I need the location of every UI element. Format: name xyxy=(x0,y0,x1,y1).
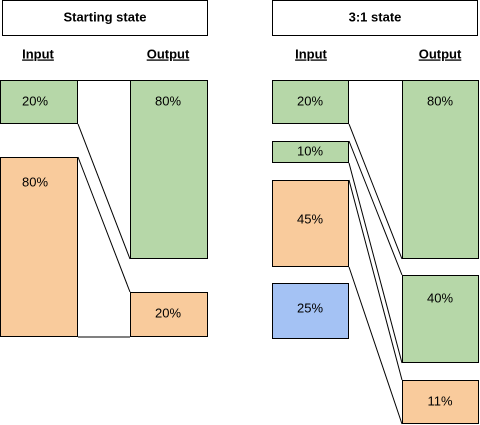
output-box xyxy=(402,80,479,259)
output-box xyxy=(130,292,208,337)
box-label: 20% xyxy=(22,93,48,108)
panel-3-1: 3:1 state Input Output 20% 10% 45% 25% 8… xyxy=(272,0,479,425)
output-box xyxy=(402,275,479,363)
box-label: 10% xyxy=(297,143,323,158)
output-box xyxy=(402,380,479,424)
input-header: Input xyxy=(295,46,327,61)
box-label: 45% xyxy=(297,211,323,226)
input-box xyxy=(272,283,349,339)
box-label: 40% xyxy=(427,290,453,305)
title-box xyxy=(2,0,208,36)
box-label: 20% xyxy=(155,305,181,320)
flow-line xyxy=(77,123,131,260)
flow-line xyxy=(348,123,403,260)
flow-line xyxy=(348,162,403,364)
panel-title: Starting state xyxy=(63,9,146,24)
title-box xyxy=(272,0,478,36)
box-label: 80% xyxy=(22,174,48,189)
input-box xyxy=(272,180,349,267)
box-label: 25% xyxy=(297,300,323,315)
flow-line xyxy=(348,179,403,381)
input-header: Input xyxy=(22,46,54,61)
panel-title: 3:1 state xyxy=(349,9,402,24)
panel-starting: Starting state Input Output 20% 80% 80% … xyxy=(0,0,208,338)
output-header: Output xyxy=(147,46,190,61)
input-box xyxy=(0,80,78,124)
output-header: Output xyxy=(419,46,462,61)
flow-line xyxy=(348,266,403,425)
box-label: 11% xyxy=(427,393,452,408)
box-label: 80% xyxy=(155,93,181,108)
input-box xyxy=(272,141,349,163)
input-box xyxy=(0,157,78,337)
flow-line xyxy=(77,156,131,293)
flow-line xyxy=(348,140,403,276)
output-box xyxy=(130,80,208,259)
box-label: 20% xyxy=(297,93,323,108)
input-box xyxy=(272,80,349,124)
box-label: 80% xyxy=(427,93,453,108)
